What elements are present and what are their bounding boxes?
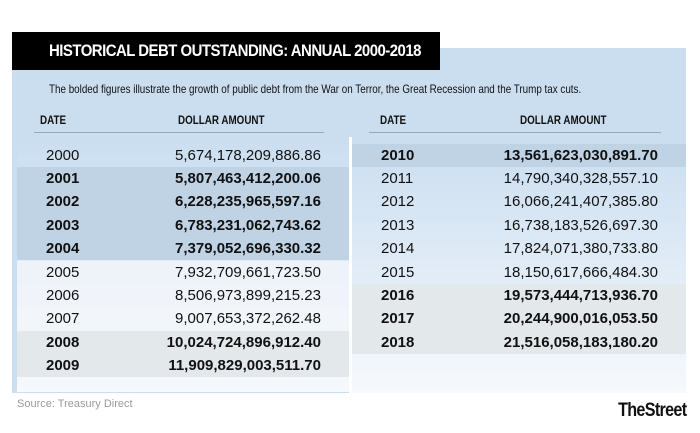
year-cell: 2007 (46, 310, 80, 328)
table-row: 2018 21,516,058,183,180.20 (352, 330, 686, 355)
table-row: 2005 7,932,709,661,723.50 (17, 260, 349, 284)
amount-cell: 5,807,463,412,200.06 (175, 169, 321, 187)
left-header-divider (34, 132, 324, 133)
table-row: 2009 11,909,829,003,511.70 (17, 354, 349, 378)
table-row: 2004 7,379,052,696,330.32 (17, 237, 349, 261)
amount-cell: 8,506,973,899,215.23 (175, 286, 321, 304)
year-cell: 2004 (46, 240, 80, 258)
year-cell: 2006 (46, 286, 80, 304)
amount-cell: 20,244,900,016,053.50 (503, 310, 658, 328)
table-row: 2003 6,783,231,062,743.62 (17, 213, 349, 238)
amount-cell: 16,066,241,407,385.80 (503, 193, 658, 211)
table-row: 2014 17,824,071,380,733.80 (352, 237, 686, 260)
year-cell: 2014 (381, 240, 415, 258)
amount-cell: 10,024,724,896,912.40 (166, 333, 321, 351)
table-row: 2007 9,007,653,372,262.48 (17, 307, 349, 331)
year-cell: 2017 (381, 310, 415, 328)
amount-cell: 7,932,709,661,723.50 (175, 263, 321, 281)
table-row: 2006 8,506,973,899,215.23 (17, 283, 349, 308)
amount-cell: 6,228,235,965,597.16 (175, 193, 321, 211)
table-row: 2012 16,066,241,407,385.80 (352, 190, 686, 213)
title-banner: HISTORICAL DEBT OUTSTANDING: ANNUAL 2000… (12, 32, 440, 70)
year-cell: 2013 (381, 216, 415, 234)
right-date-header: DATE (380, 113, 407, 127)
year-cell: 2002 (46, 193, 80, 211)
amount-cell: 17,824,071,380,733.80 (503, 240, 658, 258)
table-row: 2013 16,738,183,526,697.30 (352, 214, 686, 237)
amount-cell: 19,573,444,713,936.70 (503, 286, 658, 304)
source-note: Source: Treasury Direct (17, 398, 133, 410)
page-title: HISTORICAL DEBT OUTSTANDING: ANNUAL 2000… (49, 41, 421, 60)
year-cell: 2012 (381, 193, 415, 211)
right-amount-header: DOLLAR AMOUNT (520, 113, 607, 127)
amount-cell: 13,561,623,030,891.70 (503, 146, 658, 164)
amount-cell: 9,007,653,372,262.48 (175, 310, 321, 328)
thestreet-logo: TheStreet (617, 400, 687, 421)
table-row: 2000 5,674,178,209,886.86 (17, 144, 349, 167)
amount-cell: 11,909,829,003,511.70 (168, 357, 321, 375)
table-row: 2010 13,561,623,030,891.70 (352, 143, 686, 167)
right-header-divider (369, 132, 661, 133)
year-cell: 2016 (381, 286, 415, 304)
amount-cell: 6,783,231,062,743.62 (175, 216, 321, 234)
left-table: 2000 5,674,178,209,886.86 2001 5,807,463,41… (17, 142, 349, 392)
column-divider (349, 137, 352, 393)
table-row: 2002 6,228,235,965,597.16 (17, 190, 349, 214)
amount-cell: 5,674,178,209,886.86 (175, 146, 321, 164)
subtitle: The bolded figures illustrate the growth… (49, 82, 582, 96)
year-cell: 2005 (46, 263, 80, 281)
amount-cell: 7,379,052,696,330.32 (175, 240, 321, 258)
amount-cell: 21,516,058,183,180.20 (503, 333, 658, 351)
amount-cell: 18,150,617,666,484.30 (503, 263, 658, 281)
amount-cell: 16,738,183,526,697.30 (503, 216, 658, 234)
table-row: 2001 5,807,463,412,200.06 (17, 166, 349, 191)
year-cell: 2011 (381, 169, 414, 187)
left-amount-header: DOLLAR AMOUNT (178, 113, 265, 127)
year-cell: 2000 (46, 146, 80, 164)
year-cell: 2008 (46, 333, 80, 351)
table-row: 2008 10,024,724,896,912.40 (17, 330, 349, 355)
year-cell: 2015 (381, 263, 415, 281)
amount-cell: 14,790,340,328,557.10 (503, 169, 658, 187)
table-row: 2015 18,150,617,666,484.30 (352, 261, 686, 284)
year-cell: 2009 (46, 357, 80, 375)
year-cell: 2018 (381, 333, 415, 351)
year-cell: 2001 (46, 169, 80, 187)
table-row: 2011 14,790,340,328,557.10 (352, 167, 686, 190)
table-row: 2016 19,573,444,713,936.70 (352, 283, 686, 308)
year-cell: 2010 (381, 146, 415, 164)
table-row: 2017 20,244,900,016,053.50 (352, 307, 686, 331)
left-date-header: DATE (40, 113, 67, 127)
right-table: 2010 13,561,623,030,891.70 2011 14,790,340,… (352, 142, 686, 393)
year-cell: 2003 (46, 216, 80, 234)
